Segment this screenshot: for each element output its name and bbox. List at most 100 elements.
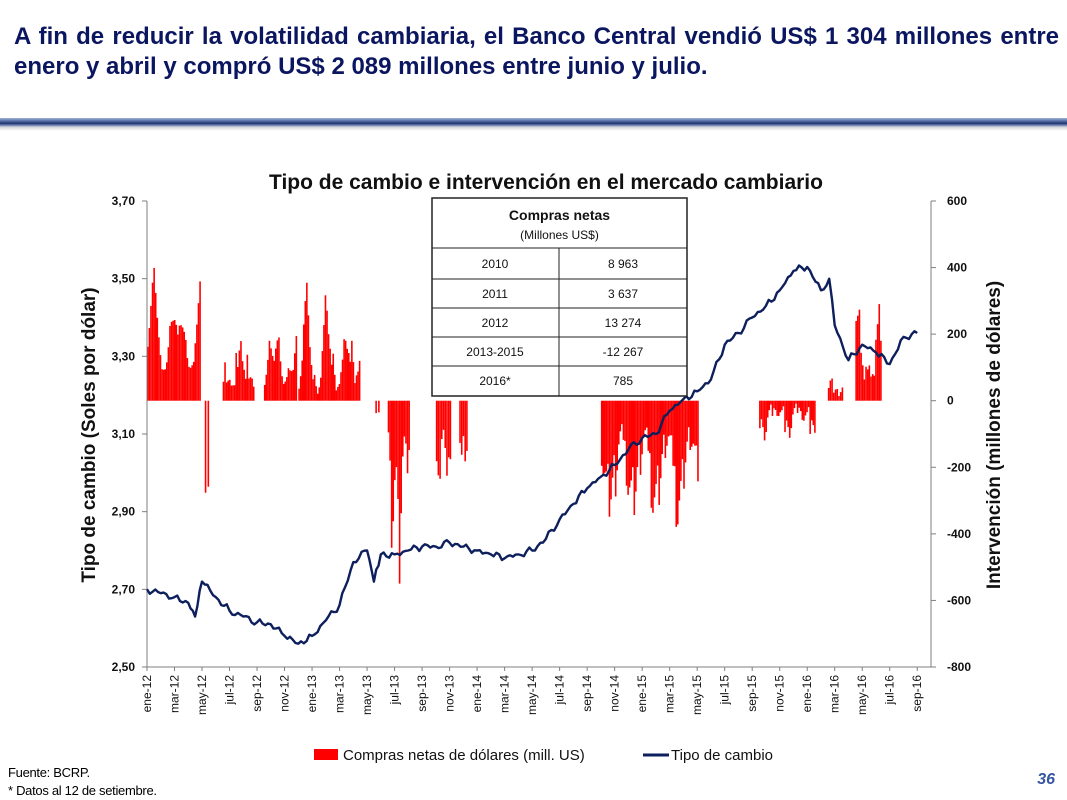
- intervention-bar: [771, 400, 774, 416]
- x-tick-label: jul-12: [223, 675, 237, 706]
- intervention-bar: [779, 400, 782, 413]
- intervention-bar: [781, 400, 783, 411]
- intervention-bar: [236, 366, 239, 401]
- intervention-bar: [695, 400, 698, 446]
- left-tick-label: 3,30: [112, 349, 136, 363]
- intervention-bar: [181, 327, 184, 401]
- intervention-bar: [233, 385, 236, 401]
- intervention-bar: [690, 400, 693, 447]
- x-tick-label: may-13: [360, 675, 374, 715]
- source-note: Fuente: BCRP.: [8, 765, 90, 780]
- x-tick-label: mar-14: [498, 675, 512, 713]
- intervention-bar: [678, 400, 681, 501]
- intervention-bar: [316, 393, 319, 401]
- intervention-bar: [803, 400, 805, 421]
- intervention-bar: [681, 400, 684, 460]
- intervention-bar: [398, 400, 401, 584]
- intervention-bar: [435, 400, 438, 462]
- intervention-bar: [446, 400, 448, 476]
- intervention-bar: [337, 386, 339, 401]
- slide-headline: A fin de reducir la volatilidad cambiari…: [14, 23, 1059, 80]
- x-tick-label: sep-16: [910, 675, 924, 712]
- intervention-bar: [617, 400, 620, 445]
- intervention-bar: [401, 400, 404, 457]
- intervention-bar: [329, 348, 331, 401]
- intervention-bar: [866, 369, 869, 401]
- right-tick-label: -400: [947, 527, 971, 541]
- intervention-bar: [670, 400, 673, 436]
- right-tick-label: 400: [947, 261, 967, 275]
- intervention-bar: [442, 400, 445, 430]
- x-tick-label: ene-13: [305, 675, 319, 713]
- intervention-bar: [774, 400, 777, 411]
- intervention-bar: [664, 400, 667, 459]
- intervention-bar: [169, 325, 171, 401]
- intervention-bar: [773, 400, 775, 409]
- intervention-bar: [831, 378, 833, 401]
- intervention-bar: [175, 324, 178, 401]
- intervention-bar: [462, 400, 465, 437]
- data-note: * Datos al 12 de setiembre.: [8, 783, 157, 798]
- intervention-bar: [199, 281, 201, 401]
- intervention-bar: [631, 400, 634, 468]
- intervention-bar: [299, 376, 302, 401]
- intervention-bar: [645, 400, 648, 428]
- intervention-bar: [167, 347, 170, 401]
- intervention-bar: [252, 386, 255, 401]
- intervention-bar: [347, 352, 350, 401]
- table-subheader: (Millones US$): [520, 228, 599, 242]
- intervention-bar: [173, 320, 176, 401]
- intervention-bar: [610, 400, 612, 500]
- intervention-bar: [880, 340, 882, 401]
- intervention-bar: [809, 400, 811, 434]
- intervention-bar: [873, 375, 876, 401]
- intervention-bar: [156, 317, 159, 401]
- left-tick-label: 2,90: [112, 505, 136, 519]
- left-tick-label: 2,50: [112, 660, 136, 674]
- intervention-bar: [860, 352, 862, 401]
- legend-line-label: Tipo de cambio: [671, 747, 773, 764]
- intervention-bar: [676, 400, 679, 525]
- intervention-bar: [310, 364, 313, 401]
- x-tick-label: jul-13: [388, 675, 402, 706]
- intervention-bar: [466, 400, 468, 451]
- intervention-bar: [608, 400, 611, 517]
- intervention-bar: [222, 381, 225, 401]
- intervention-bar: [204, 400, 207, 493]
- intervention-bar: [636, 400, 639, 468]
- intervention-bar: [271, 355, 274, 401]
- intervention-bar: [298, 388, 300, 401]
- intervention-bar: [782, 400, 785, 407]
- intervention-bar: [309, 347, 311, 401]
- left-tick-label: 2,70: [112, 582, 136, 596]
- table-period: 2012: [482, 316, 509, 330]
- x-tick-label: jul-16: [883, 675, 897, 706]
- intervention-bar: [265, 374, 268, 401]
- intervention-bar: [243, 369, 245, 401]
- intervention-bar: [611, 400, 614, 478]
- intervention-bar: [229, 379, 231, 401]
- intervention-bar: [408, 400, 410, 451]
- intervention-bar: [183, 331, 186, 401]
- intervention-bar: [633, 400, 636, 516]
- left-axis-label: Tipo de cambio (Soles por dólar): [79, 287, 100, 582]
- intervention-bar: [652, 400, 654, 513]
- intervention-bar: [397, 400, 399, 499]
- intervention-bar: [340, 372, 342, 401]
- table-value: 13 274: [605, 316, 642, 330]
- legend-bar-label: Compras netas de dólares (mill. US): [343, 747, 585, 764]
- right-tick-label: 600: [947, 194, 967, 208]
- x-tick-label: mar-15: [663, 675, 677, 713]
- intervention-bar: [692, 400, 695, 444]
- intervention-bar: [191, 365, 193, 401]
- header-divider-shadow: [0, 127, 1067, 131]
- intervention-bar: [282, 383, 285, 401]
- x-tick-label: jul-14: [553, 675, 567, 706]
- intervention-bar: [327, 334, 330, 401]
- x-tick-label: mar-12: [168, 675, 182, 713]
- intervention-bar: [614, 400, 617, 497]
- table-header: Compras netas: [509, 207, 610, 223]
- intervention-bar: [164, 369, 167, 401]
- x-tick-label: nov-15: [773, 675, 787, 712]
- intervention-bar: [232, 385, 234, 401]
